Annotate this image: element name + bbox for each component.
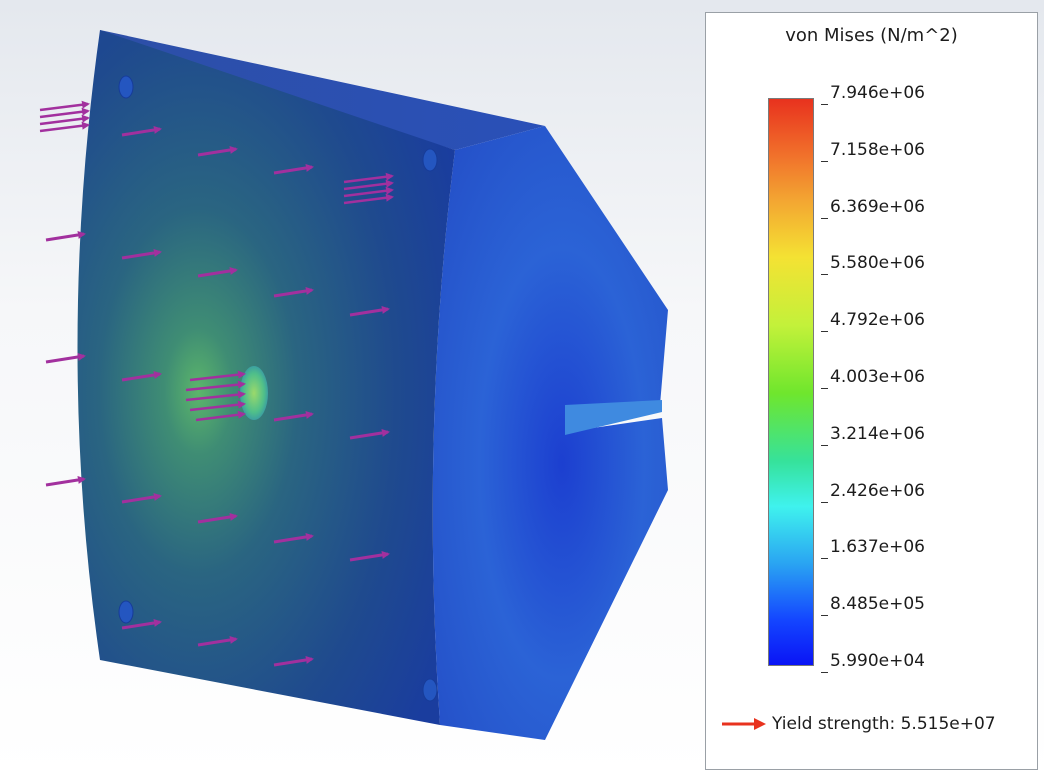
legend-tick-mark [821, 388, 828, 389]
fea-model-view[interactable] [0, 0, 700, 776]
stress-legend[interactable]: von Mises (N/m^2) 7.946e+06 7.158e+06 6.36… [705, 12, 1038, 770]
load-arrow [273, 286, 314, 298]
load-arrow [121, 492, 162, 504]
load-arrow [121, 125, 162, 137]
body-side-face [432, 126, 668, 740]
load-arrow [45, 230, 86, 242]
load-arrow [273, 532, 314, 544]
legend-tick-label: 6.369e+06 [830, 196, 926, 217]
load-arrow [273, 163, 314, 175]
load-arrow [197, 145, 238, 157]
plate-top-face [100, 30, 545, 150]
load-arrow [45, 475, 86, 487]
legend-tick-mark [821, 104, 828, 105]
legend-tick-label: 2.426e+06 [830, 480, 926, 501]
load-arrow [197, 266, 238, 278]
plate-front-face [77, 30, 455, 725]
load-arrow [349, 550, 390, 562]
legend-tick-mark [821, 501, 828, 503]
legend-tick-mark [821, 672, 828, 673]
mounting-hole [422, 148, 438, 172]
load-arrow [197, 512, 238, 524]
mounting-hole [422, 678, 438, 702]
legend-tick-label: 5.990e+04 [830, 651, 926, 671]
load-arrow [273, 410, 314, 422]
yield-strength-label: Yield strength: 5.515e+07 [772, 714, 996, 734]
stress-colorbar [768, 98, 814, 666]
load-arrow [349, 305, 390, 317]
yield-arrow-icon [722, 718, 766, 730]
legend-tick-label: 4.792e+06 [830, 310, 926, 331]
legend-tick-mark [821, 615, 828, 617]
legend-tick-mark [821, 160, 828, 162]
center-hole-stress-hotspot [240, 366, 268, 420]
load-arrow [273, 655, 314, 667]
yield-strength-row: Yield strength: 5.515e+07 [720, 709, 996, 739]
mounting-hole [118, 600, 134, 624]
legend-tick-mark [821, 331, 828, 333]
legend-tick-label: 1.637e+06 [830, 537, 926, 558]
bolt-load-arrow-cluster [343, 172, 394, 205]
legend-tick-label: 5.580e+06 [830, 253, 926, 274]
bolt-load-arrow-cluster [39, 100, 90, 133]
legend-tick-label: 3.214e+06 [830, 423, 926, 444]
load-arrow [121, 370, 162, 382]
legend-tick-label: 7.158e+06 [830, 139, 926, 160]
legend-tick-mark [821, 444, 828, 446]
legend-title: von Mises (N/m^2) [785, 25, 958, 46]
mounting-hole [118, 75, 134, 99]
load-arrow [45, 352, 86, 364]
bolt-load-arrow-cluster [185, 370, 246, 422]
load-arrow [197, 635, 238, 647]
legend-tick-label: 8.485e+05 [830, 594, 926, 615]
legend-tick-label: 4.003e+06 [830, 367, 926, 387]
load-arrow [121, 618, 162, 630]
nozzle-slot [565, 400, 662, 435]
legend-tick-label: 7.946e+06 [830, 83, 926, 103]
legend-tick-mark [821, 558, 828, 560]
load-arrow [121, 248, 162, 260]
legend-tick-mark [821, 217, 828, 219]
pressure-load-arrows [45, 125, 390, 667]
legend-tick-mark [821, 274, 828, 276]
load-arrow [349, 428, 390, 440]
